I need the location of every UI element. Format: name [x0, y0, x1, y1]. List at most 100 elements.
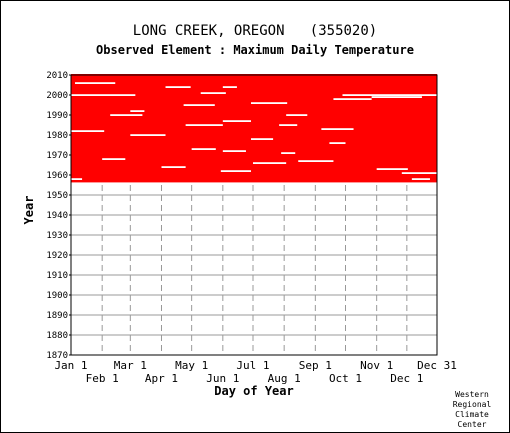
missing-data-run — [185, 124, 223, 126]
observed-year-band — [71, 142, 437, 145]
missing-data-run — [411, 178, 430, 180]
x-tick-label: Jul 1 — [236, 359, 269, 372]
observed-year-band — [71, 140, 437, 143]
observed-year-band — [71, 82, 437, 85]
missing-data-run — [321, 128, 354, 130]
y-tick-label: 1980 — [46, 131, 68, 141]
observed-year-band — [71, 110, 437, 113]
observed-year-band — [71, 106, 437, 109]
chart-title: LONG CREEK, OREGON (355020) — [132, 23, 378, 39]
observed-year-band — [71, 148, 437, 151]
observed-year-band — [71, 160, 437, 163]
observed-year-band — [71, 132, 437, 135]
observed-year-band — [71, 124, 437, 127]
x-tick-label: Oct 1 — [329, 372, 362, 385]
observed-year-band — [71, 134, 437, 137]
y-tick-label: 1880 — [46, 331, 68, 341]
x-tick-label: Dec 1 — [390, 372, 423, 385]
missing-data-run — [279, 124, 298, 126]
y-tick-label: 1960 — [46, 171, 68, 181]
missing-data-run — [376, 168, 408, 170]
y-axis-label: Year — [22, 196, 36, 225]
credit-line: Climate — [455, 410, 489, 419]
x-tick-label: Aug 1 — [268, 372, 301, 385]
observed-year-band — [71, 116, 437, 119]
observed-year-band — [71, 120, 437, 123]
observed-year-band — [71, 114, 437, 117]
observed-year-band — [71, 128, 437, 131]
observed-year-band — [71, 100, 437, 103]
observed-year-band — [71, 90, 437, 93]
missing-data-run — [161, 166, 186, 168]
observed-year-band — [71, 176, 437, 179]
x-axis-label: Day of Year — [214, 384, 293, 398]
x-tick-label: Feb 1 — [86, 372, 119, 385]
missing-data-run — [130, 134, 166, 136]
missing-data-run — [220, 170, 251, 172]
observed-year-band — [71, 178, 437, 181]
x-tick-label: Dec 31 — [417, 359, 457, 372]
missing-data-run — [342, 94, 437, 96]
x-tick-label: Jan 1 — [54, 359, 87, 372]
y-tick-label: 1990 — [46, 111, 68, 121]
y-tick-label: 1950 — [46, 191, 68, 201]
missing-data-run — [252, 162, 287, 164]
observed-year-band — [71, 154, 437, 157]
x-tick-label: Mar 1 — [114, 359, 147, 372]
y-tick-label: 1930 — [46, 231, 68, 241]
missing-data-run — [222, 120, 251, 122]
missing-data-run — [250, 102, 288, 104]
missing-data-run — [102, 158, 126, 160]
missing-data-run — [281, 152, 296, 154]
missing-data-run — [222, 150, 246, 152]
observed-year-band — [71, 84, 437, 87]
observed-year-band — [71, 98, 437, 101]
observed-year-band — [71, 78, 437, 81]
chart-subtitle: Observed Element : Maximum Daily Tempera… — [96, 43, 414, 57]
missing-data-run — [110, 114, 143, 116]
x-tick-label: Nov 1 — [360, 359, 393, 372]
missing-data-run — [298, 160, 334, 162]
missing-data-run — [329, 142, 346, 144]
observed-year-band — [71, 136, 437, 139]
missing-data-run — [250, 138, 274, 140]
observed-year-band — [71, 94, 437, 97]
y-tick-label: 1940 — [46, 211, 68, 221]
missing-data-run — [200, 92, 226, 94]
observed-year-band — [71, 166, 437, 169]
missing-data-run — [191, 148, 216, 150]
y-tick-label: 1920 — [46, 251, 68, 261]
observed-year-band — [71, 118, 437, 121]
y-tick-label: 1900 — [46, 291, 68, 301]
missing-data-run — [71, 130, 105, 132]
observed-year-band — [71, 108, 437, 111]
observed-year-band — [71, 104, 437, 107]
observed-year-band — [71, 174, 437, 177]
observed-year-band — [71, 172, 437, 175]
x-tick-label: Sep 1 — [299, 359, 332, 372]
observed-year-band — [71, 130, 437, 133]
missing-data-run — [165, 86, 191, 88]
observed-year-band — [71, 92, 437, 95]
observed-year-band — [71, 152, 437, 155]
missing-data-run — [71, 94, 136, 96]
observed-year-band — [71, 164, 437, 167]
y-tick-label: 1970 — [46, 151, 68, 161]
y-tick-label: 2010 — [46, 71, 68, 81]
observed-year-band — [71, 144, 437, 147]
observed-year-band — [71, 180, 437, 183]
observed-year-band — [71, 76, 437, 79]
missing-data-run — [75, 82, 116, 84]
y-tick-label: 1890 — [46, 311, 68, 321]
missing-data-run — [371, 96, 422, 98]
observed-year-band — [71, 158, 437, 161]
x-tick-label: May 1 — [175, 359, 208, 372]
x-tick-label: Jun 1 — [206, 372, 239, 385]
credit-line: Regional — [452, 400, 492, 409]
observed-year-band — [71, 88, 437, 91]
y-tick-label: 1910 — [46, 271, 68, 281]
missing-data-run — [286, 114, 308, 116]
observed-year-band — [71, 156, 437, 159]
